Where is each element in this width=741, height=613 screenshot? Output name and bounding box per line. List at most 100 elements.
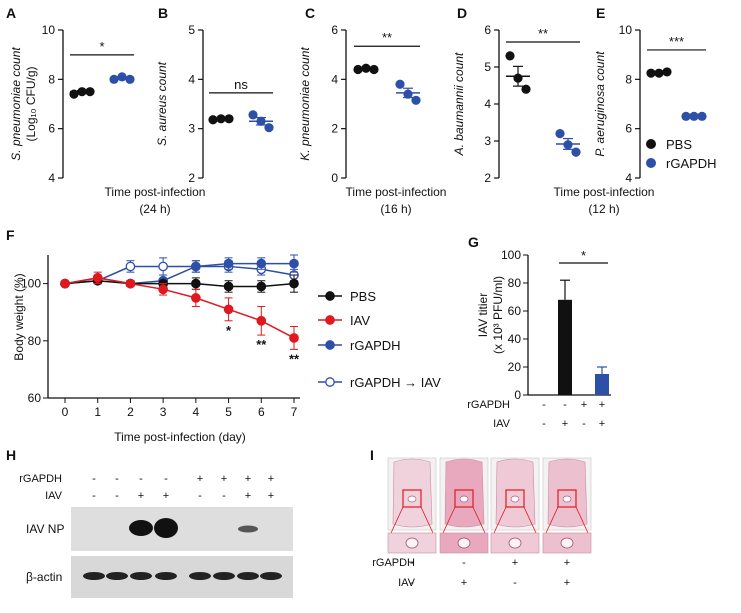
x-tick-label: 4 (193, 405, 200, 419)
y-tick-label: 100 (501, 248, 521, 262)
data-point (192, 294, 200, 302)
panel-g-rgapdh-label: rGAPDH (467, 399, 510, 411)
significance-label: ** (289, 351, 300, 366)
blot-band-actin (260, 572, 282, 580)
data-point (159, 262, 167, 270)
panel-letter-f: F (6, 227, 15, 243)
data-point (224, 305, 232, 313)
blot-rgapdh-sign: - (115, 473, 119, 485)
legend-rgapdh-label: rGAPDH (666, 156, 717, 171)
blot-iav-sign: + (245, 490, 251, 502)
data-point (192, 262, 200, 270)
panel-letter-c: C (305, 5, 315, 21)
data-point (257, 259, 265, 267)
blot-rgapdh-label: rGAPDH (19, 473, 62, 485)
panel-letter-i: I (370, 447, 374, 463)
y-axis-label: S. pneumoniae count (9, 47, 23, 161)
x-tick-label: 7 (291, 405, 298, 419)
blot-band-actin (237, 572, 259, 580)
y-tick-label: 6 (625, 122, 632, 136)
blot-rgapdh-sign: - (139, 473, 143, 485)
rgapdh-sign: + (581, 399, 587, 411)
legend-label: IAV (350, 313, 370, 328)
legend-marker (326, 292, 334, 300)
histo-iav-sign: - (513, 577, 517, 589)
blot-iav-sign: + (163, 490, 169, 502)
data-point (505, 51, 514, 60)
histo-rgapdh-sign: + (564, 557, 570, 569)
legend-label: rGAPDH → IAV (350, 375, 441, 390)
blot-band-np (129, 520, 153, 536)
blot-iav-sign: + (138, 490, 144, 502)
y-tick-label: 10 (619, 23, 633, 37)
y-tick-label: 6 (331, 23, 338, 37)
y-tick-label: 2 (484, 171, 491, 185)
legend-label: rGAPDH (350, 338, 401, 353)
blot-rgapdh-sign: + (221, 473, 227, 485)
rgapdh-sign: + (599, 399, 605, 411)
rgapdh-sign: - (542, 399, 546, 411)
panel-h-western-blot: rGAPDH IAV IAV NP β-actin - - - - - + - + + - + - + +… (19, 473, 293, 598)
bar (558, 300, 572, 395)
blot-iav-sign: - (115, 490, 119, 502)
y-tick-label: 4 (331, 72, 338, 86)
y-axis-label: S. aureus count (155, 61, 169, 146)
xcaption-de-line1: Time post-infection (554, 185, 655, 199)
data-point (257, 282, 265, 290)
panel-d-scatter: 2 3 4 5 6 A. baumannii count ** (452, 23, 581, 185)
data-point (192, 279, 200, 287)
xcaption-c-line1: Time post-infection (346, 185, 447, 199)
data-point (395, 80, 404, 89)
histology-zoom-airway (509, 538, 521, 548)
blot-band-actin (83, 572, 105, 580)
y-tick-label: 6 (484, 23, 491, 37)
panel-i-histology: rGAPDH IAV ---++-++ (372, 458, 591, 589)
histology-airway (408, 496, 416, 502)
panel-letter-b: B (158, 5, 168, 21)
panel-letter-d: D (457, 5, 467, 21)
blot-rgapdh-sign: + (268, 473, 274, 485)
xcaption-c-line2: (16 h) (380, 202, 411, 216)
xcaption-ab-line2: (24 h) (139, 202, 170, 216)
histo-rgapdh-sign: - (462, 557, 466, 569)
blot-band-actin (213, 572, 235, 580)
data-point (290, 334, 298, 342)
legend-pbs-label: PBS (666, 137, 692, 152)
y-tick-label: 60 (508, 304, 522, 318)
x-tick-label: 0 (62, 405, 69, 419)
blot-band-actin (189, 572, 211, 580)
y-tick-label: 6 (48, 122, 55, 136)
blot-band-np (238, 526, 258, 533)
y-tick-label: 2 (188, 171, 195, 185)
blot-band-actin (106, 572, 128, 580)
y-tick-label: 4 (625, 171, 632, 185)
blot-band-np-label: IAV NP (26, 522, 64, 536)
y-tick-label: 20 (508, 360, 522, 374)
y-tick-label: 3 (188, 122, 195, 136)
blot-rgapdh-sign: - (92, 473, 96, 485)
y-tick-label: 4 (188, 72, 195, 86)
significance-label: ** (256, 337, 267, 352)
blot-band-actin (155, 572, 177, 580)
significance-label: * (226, 323, 232, 338)
data-point (224, 259, 232, 267)
xcaption-ab-line1: Time post-infection (105, 185, 206, 199)
data-point (126, 262, 134, 270)
histo-iav-sign: + (461, 577, 467, 589)
iav-sign: - (542, 418, 546, 430)
y-tick-label: 5 (484, 60, 491, 74)
x-tick-label: 5 (225, 405, 232, 419)
panel-g-iav-label: IAV (493, 418, 511, 430)
blot-iav-sign: - (198, 490, 202, 502)
y-tick-label: 5 (188, 23, 195, 37)
legend-rgapdh-marker (646, 158, 656, 168)
data-point (555, 129, 564, 138)
significance-label: ** (382, 30, 392, 45)
blot-iav-label: IAV (45, 490, 63, 502)
data-point (126, 279, 134, 287)
blot-iav-sign: - (222, 490, 226, 502)
y-tick-label: 8 (625, 72, 632, 86)
histology-airway (563, 496, 571, 502)
x-tick-label: 6 (258, 405, 265, 419)
y-axis-label: P. aeruginosa count (593, 51, 607, 157)
